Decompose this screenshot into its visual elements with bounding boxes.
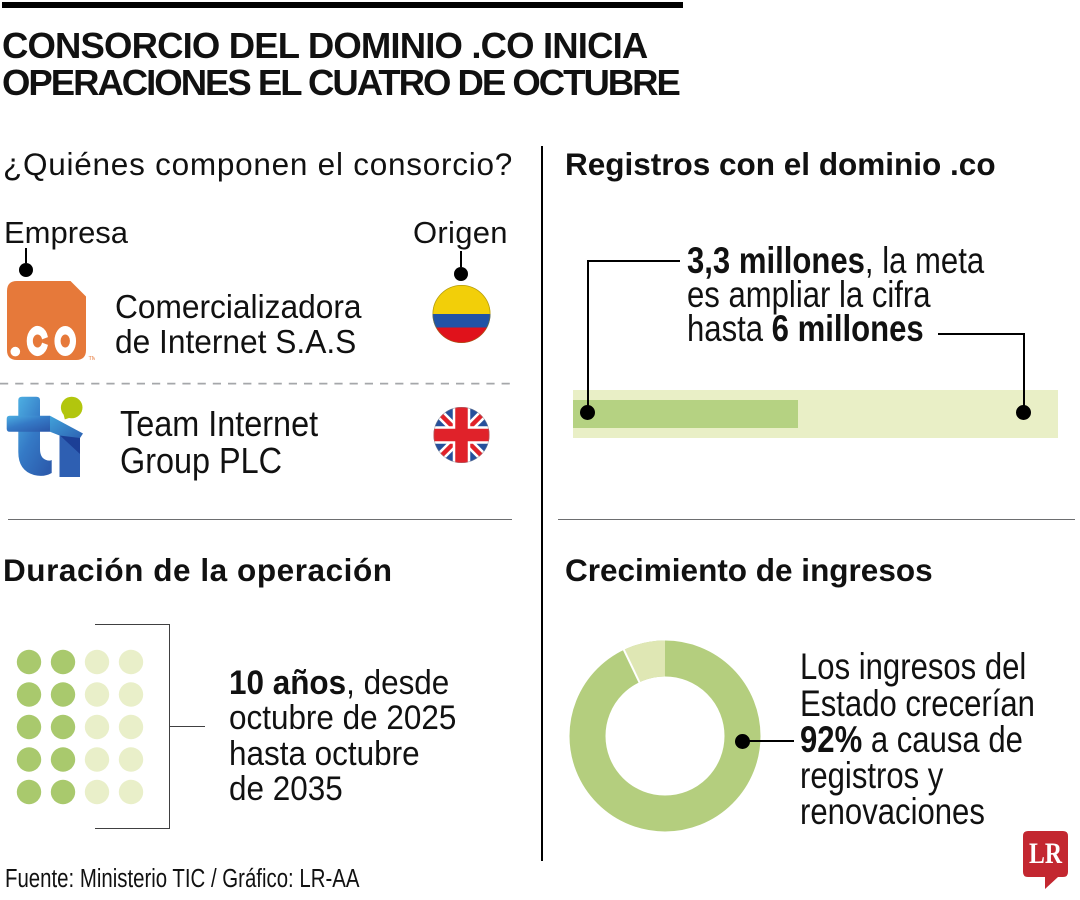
- svg-text:LR: LR: [1029, 837, 1062, 870]
- svg-text:TM: TM: [89, 356, 96, 362]
